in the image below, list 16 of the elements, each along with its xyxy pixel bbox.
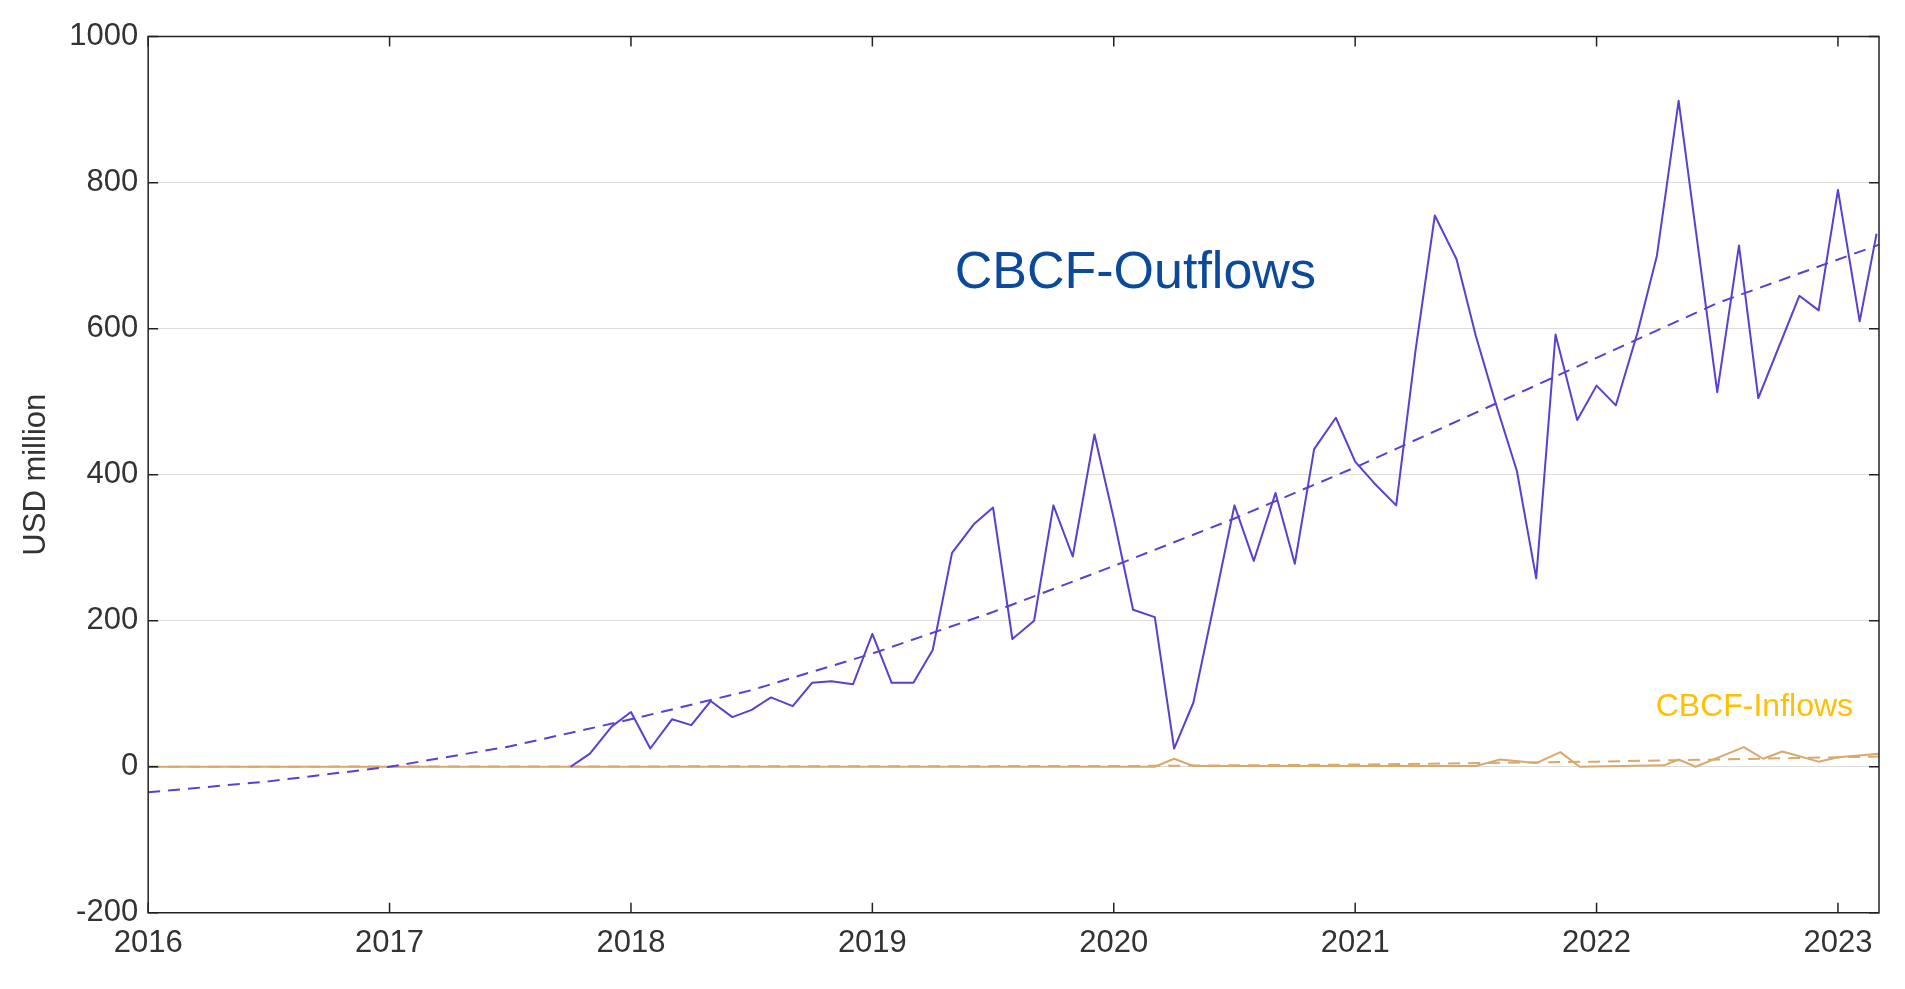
y-tick-label: 400 <box>86 455 139 491</box>
x-tick-label: 2022 <box>1562 923 1632 959</box>
series-label: CBCF-Inflows <box>1655 686 1854 723</box>
y-tick-label: 1000 <box>69 17 139 53</box>
x-tick-label: 2021 <box>1320 923 1390 959</box>
y-tick-label: 600 <box>86 309 139 345</box>
text: CBCF-Outflows <box>954 240 1316 299</box>
x-tick-label: 2019 <box>837 923 907 959</box>
x-tick-label: 2020 <box>1079 923 1149 959</box>
y-axis-title: USD million <box>17 393 53 556</box>
x-tick-label: 2017 <box>355 923 425 959</box>
x-tick-label: 2023 <box>1803 923 1873 959</box>
y-tick-label: 0 <box>120 747 139 783</box>
x-tick-label: 2018 <box>596 923 666 959</box>
y-tick-label: 800 <box>86 163 139 199</box>
y-tick-label: 200 <box>86 601 139 637</box>
